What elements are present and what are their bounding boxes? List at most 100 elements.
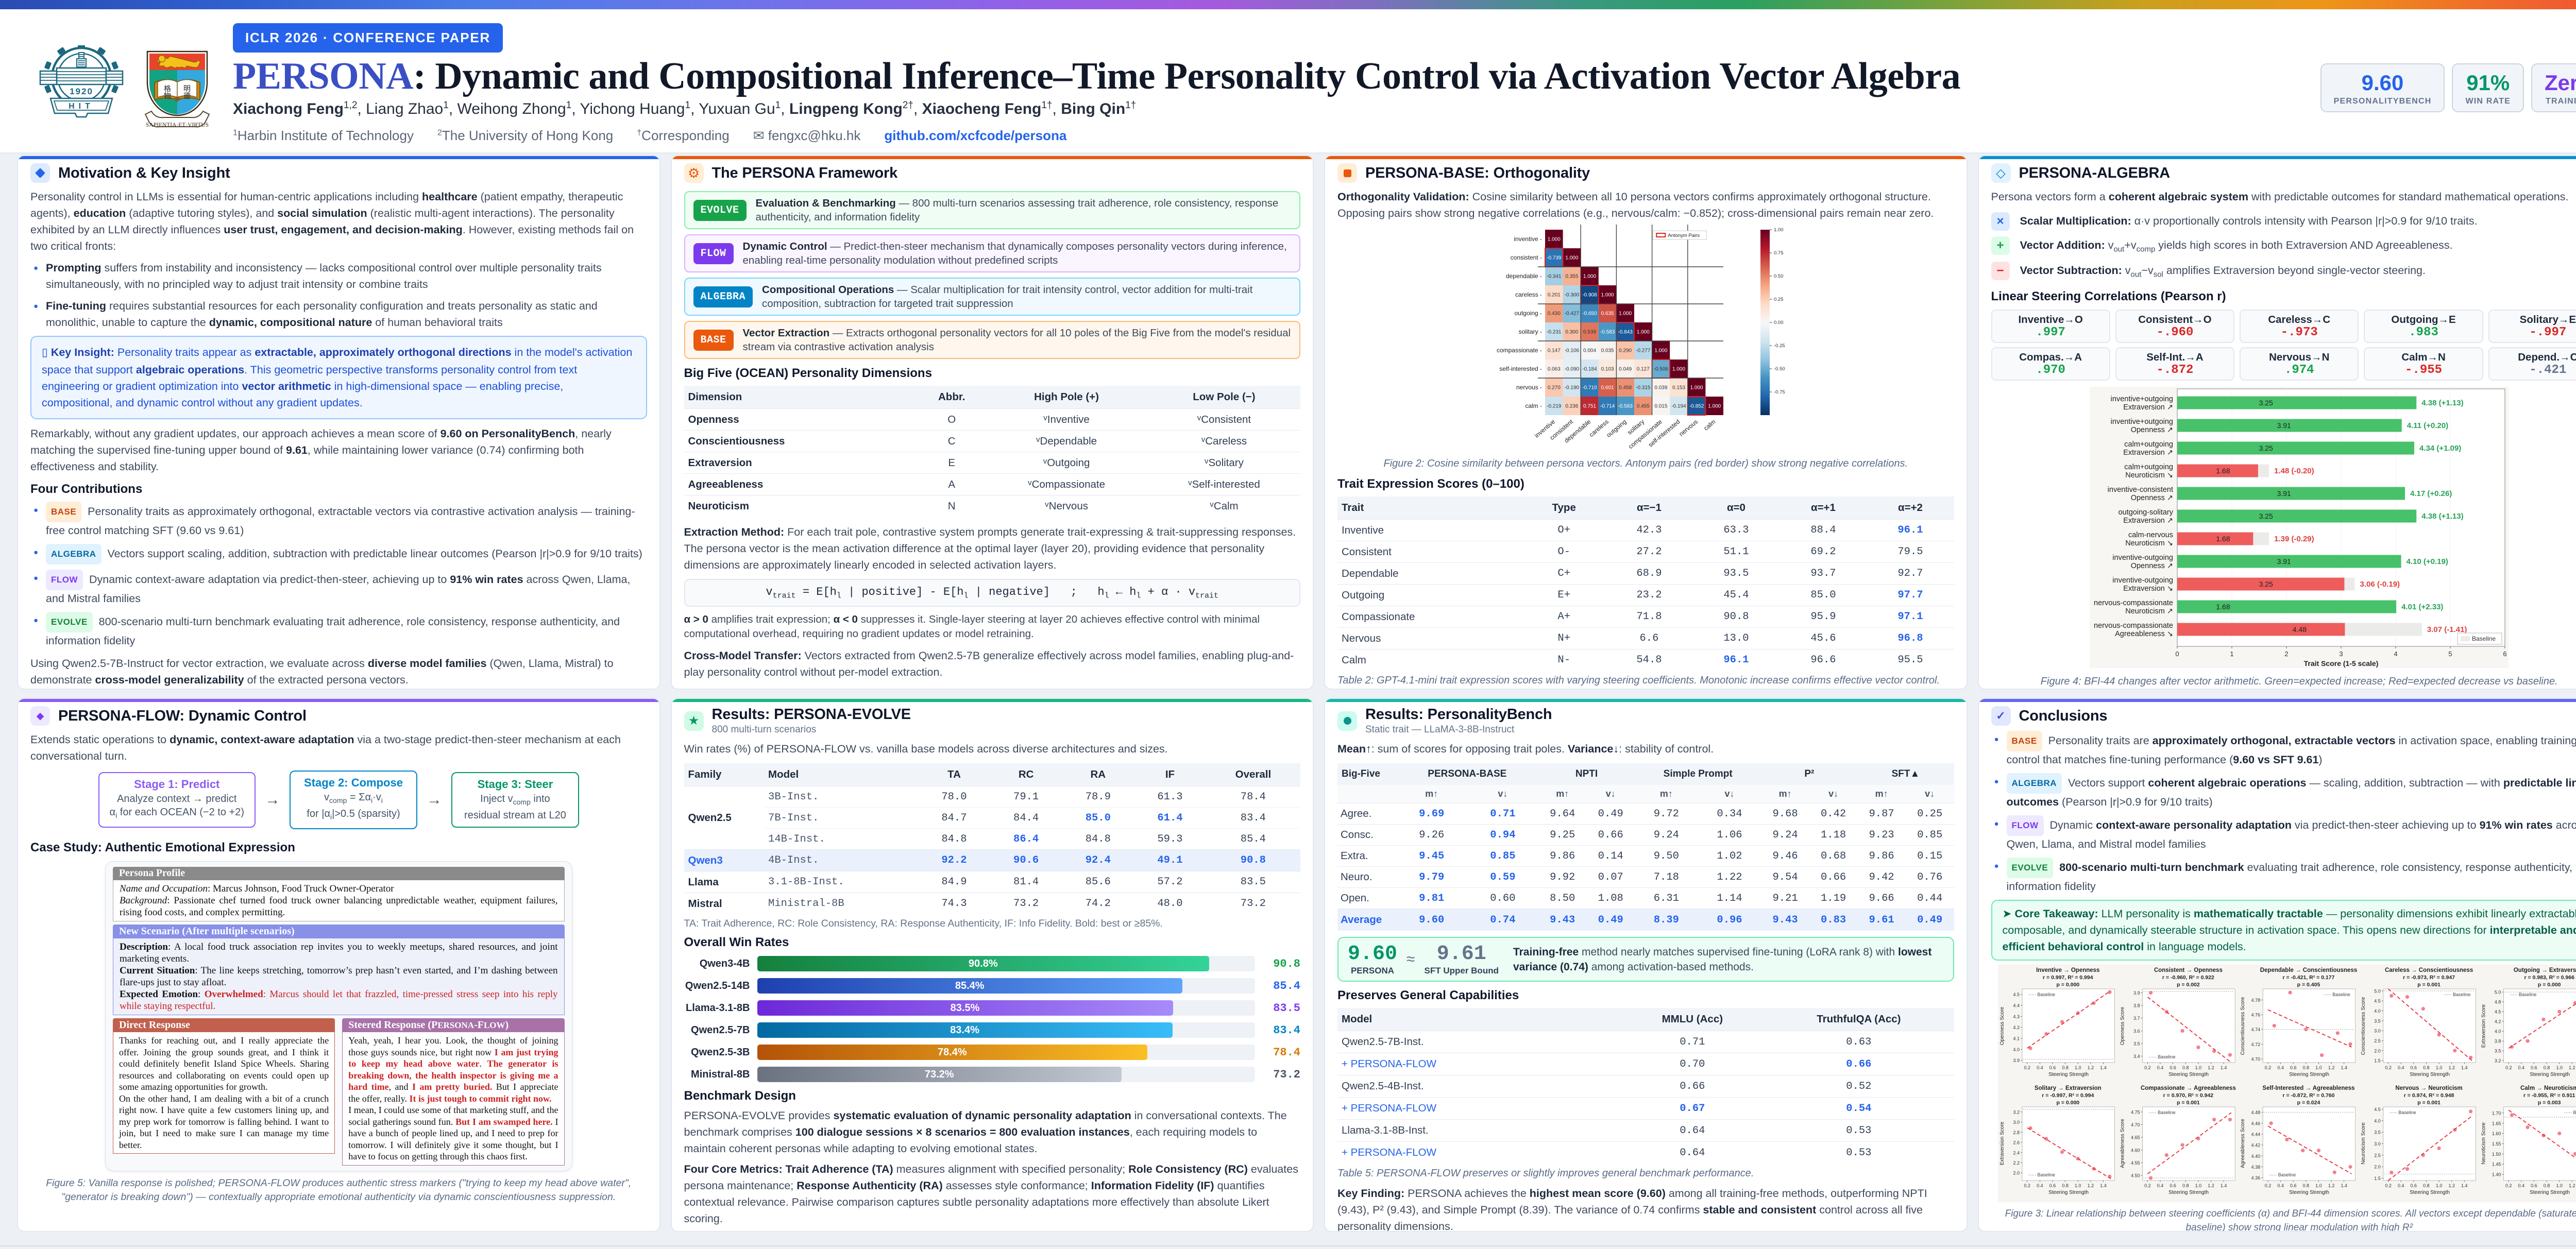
svg-text:-0.583: -0.583 [1600,330,1615,335]
svg-text:1.4: 1.4 [2221,1183,2227,1188]
svg-text:r = -0.960, R² = 0.922: r = -0.960, R² = 0.922 [2162,974,2214,981]
svg-text:4.70: 4.70 [2251,1056,2260,1062]
svg-text:3.2: 3.2 [2013,1109,2020,1115]
svg-text:1.0: 1.0 [2315,1065,2322,1070]
svg-text:-0.739: -0.739 [1547,255,1562,261]
svg-text:0.75: 0.75 [1774,250,1784,256]
svg-text:3.91: 3.91 [2277,489,2291,498]
svg-text:4.38: 4.38 [2251,1165,2260,1170]
svg-text:Conscientiousness Score: Conscientiousness Score [2361,997,2366,1055]
svg-text:r = -0.997, R² = 0.994: r = -0.997, R² = 0.994 [2042,1092,2094,1099]
svg-text:Solitary → Extraversion: Solitary → Extraversion [2035,1085,2102,1091]
svg-text:0.751: 0.751 [1583,404,1596,409]
svg-text:-0.710: -0.710 [1583,385,1598,391]
svg-text:Baseline: Baseline [2472,635,2496,642]
svg-text:0.6: 0.6 [2049,1065,2056,1070]
svg-text:Neuroticism ↘: Neuroticism ↘ [2126,539,2174,547]
svg-text:p = 0.024: p = 0.024 [2297,1100,2320,1106]
svg-text:0.4: 0.4 [2037,1065,2043,1070]
svg-text:Calm → Neuroticism: Calm → Neuroticism [2520,1085,2576,1091]
svg-text:1.2: 1.2 [2087,1065,2094,1070]
svg-text:1.0: 1.0 [2436,1065,2443,1070]
svg-text:inventive-consistent: inventive-consistent [2108,486,2173,494]
svg-text:4.2: 4.2 [2013,1025,2020,1030]
svg-text:r = 0.983, R² = 0.966: r = 0.983, R² = 0.966 [2524,974,2574,981]
svg-text:Conscientiousness Score: Conscientiousness Score [2240,997,2246,1055]
svg-text:1.39 (-0.29): 1.39 (-0.29) [2274,535,2314,543]
svg-text:Steering Strength: Steering Strength [2410,1072,2450,1077]
svg-text:格: 格 [164,85,171,93]
svg-text:4.4: 4.4 [2013,1003,2020,1008]
svg-text:0.4: 0.4 [2518,1065,2524,1070]
svg-text:1.60: 1.60 [2492,1131,2501,1136]
svg-text:2.0: 2.0 [2374,1165,2381,1170]
svg-text:1.2: 1.2 [2208,1065,2214,1070]
svg-text:4.0: 4.0 [2013,1047,2020,1052]
svg-text:1.5: 1.5 [2374,1058,2381,1064]
svg-text:Steering Strength: Steering Strength [2410,1190,2450,1195]
svg-text:-0.219: -0.219 [1547,404,1562,409]
svg-text:1.0: 1.0 [2436,1183,2443,1188]
svg-text:····· Baseline: ····· Baseline [2510,992,2536,997]
svg-text:outgoing-solitary: outgoing-solitary [2119,508,2174,517]
svg-text:1.4: 1.4 [2461,1183,2468,1188]
svg-text:3.0: 3.0 [2374,1141,2381,1147]
svg-text:Agreeableness ↘: Agreeableness ↘ [2115,630,2173,638]
svg-text:calm+outgoing: calm+outgoing [2125,463,2174,471]
svg-text:1.45: 1.45 [2492,1162,2501,1167]
svg-text:4.01 (+2.33): 4.01 (+2.33) [2401,603,2443,611]
svg-text:r = -0.973, R² = 0.947: r = -0.973, R² = 0.947 [2403,974,2455,981]
svg-text:Outgoing → Extraversion: Outgoing → Extraversion [2514,967,2576,973]
svg-text:0.4: 0.4 [2398,1183,2404,1188]
svg-text:3.25: 3.25 [2259,399,2273,407]
svg-text:····· Baseline: ····· Baseline [2389,1110,2416,1115]
svg-text:1.0: 1.0 [2075,1065,2081,1070]
svg-text:3.25: 3.25 [2259,444,2273,452]
svg-text:4.1: 4.1 [2013,1036,2020,1041]
svg-text:1.4: 1.4 [2221,1065,2227,1070]
svg-text:Steering Strength: Steering Strength [2168,1190,2209,1195]
svg-text:careless -: careless - [1515,291,1542,298]
svg-text:Extraversion ↗: Extraversion ↗ [2123,517,2173,525]
svg-text:····· Baseline: ····· Baseline [2324,992,2350,997]
svg-text:-0.908: -0.908 [1583,293,1598,298]
svg-text:0.035: 0.035 [1601,348,1614,354]
svg-text:0.8: 0.8 [2302,1065,2309,1070]
svg-text:1.4: 1.4 [2461,1065,2468,1070]
svg-text:nervous: nervous [1678,418,1700,438]
svg-text:-0.184: -0.184 [1583,367,1598,372]
svg-text:0.6: 0.6 [2531,1065,2537,1070]
svg-text:3.0: 3.0 [2013,1120,2020,1125]
svg-text:0.00: 0.00 [1774,320,1784,326]
svg-text:Antonym Pairs: Antonym Pairs [1668,233,1700,238]
svg-text:0.201: 0.201 [1548,293,1561,298]
svg-text:-0.190: -0.190 [1565,385,1580,391]
svg-text:1.2: 1.2 [2569,1183,2575,1188]
svg-text:0.2: 0.2 [2024,1183,2030,1188]
svg-text:nervous-compassionate: nervous-compassionate [2094,599,2173,607]
svg-text:0.635: 0.635 [1601,311,1614,317]
svg-text:1.0: 1.0 [2315,1183,2322,1188]
svg-text:0.004: 0.004 [1583,348,1596,354]
svg-text:0.236: 0.236 [1566,404,1579,409]
svg-text:-0.852: -0.852 [1689,404,1704,409]
svg-text:1.000: 1.000 [1708,404,1721,409]
svg-text:p = 0.000: p = 0.000 [2056,1100,2079,1106]
svg-text:1.4: 1.4 [2341,1183,2347,1188]
svg-text:Neuroticism Score: Neuroticism Score [2361,1122,2366,1165]
svg-text:1.00: 1.00 [1774,227,1784,233]
svg-text:3.25: 3.25 [2259,580,2273,588]
svg-text:0.103: 0.103 [1601,367,1614,372]
svg-text:4.55: 4.55 [2131,1160,2140,1166]
svg-text:3.25: 3.25 [2259,512,2273,520]
svg-text:1.2: 1.2 [2328,1183,2335,1188]
svg-text:2.5: 2.5 [2374,1153,2381,1158]
svg-text:r = 0.970, R² = 0.942: r = 0.970, R² = 0.942 [2163,1092,2213,1099]
svg-text:4.17 (+0.26): 4.17 (+0.26) [2410,489,2452,498]
svg-text:0.4: 0.4 [2277,1065,2284,1070]
svg-text:outgoing: outgoing [1605,418,1628,439]
svg-text:0.015: 0.015 [1655,404,1668,409]
svg-text:0.4: 0.4 [2398,1065,2404,1070]
svg-text:4.38 (+1.13): 4.38 (+1.13) [2422,399,2464,407]
svg-text:1.68: 1.68 [2216,467,2230,475]
